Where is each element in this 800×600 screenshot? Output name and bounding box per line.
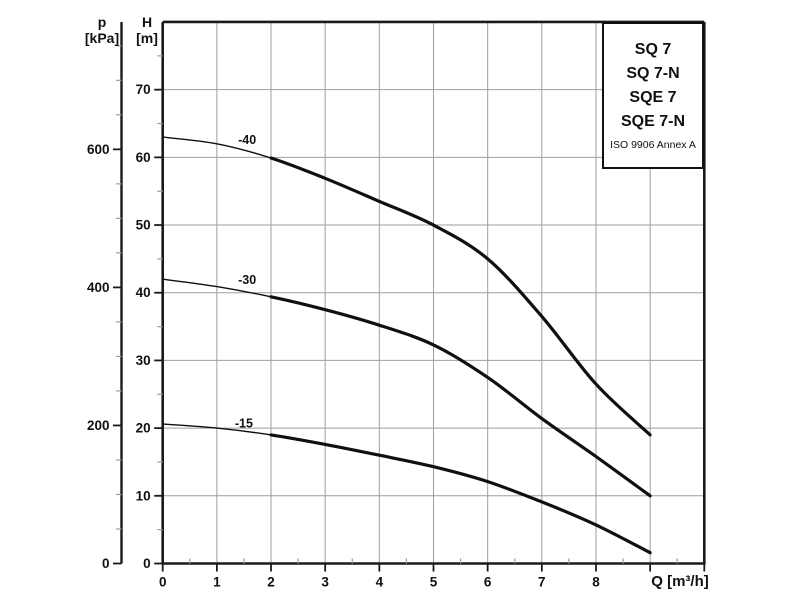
x-tick-label: 5 bbox=[430, 575, 438, 590]
curve-30-thin bbox=[162, 278, 272, 298]
p-axis-symbol: p bbox=[97, 14, 107, 30]
curve-label-15: -15 bbox=[235, 416, 253, 430]
curve-15-thin bbox=[162, 423, 272, 436]
h-tick-label: 0 bbox=[143, 556, 151, 571]
curve-40-bold bbox=[269, 156, 652, 437]
tick-labels: 0 1 2 3 4 5 6 7 8 0 10 20 30 40 50 60 70 0 200 400 600 bbox=[87, 82, 600, 589]
x-tick-label: 0 bbox=[159, 575, 167, 590]
h-axis-unit: [m] bbox=[136, 30, 158, 46]
curve-15-bold bbox=[269, 433, 652, 555]
ticks bbox=[113, 45, 706, 572]
h-tick-label: 50 bbox=[136, 218, 151, 233]
legend-model-sq7: SQ 7 bbox=[634, 40, 672, 58]
h-tick-label: 20 bbox=[136, 421, 151, 436]
legend-model-sqe7n: SQE 7-N bbox=[620, 112, 685, 130]
p-axis-title: p [kPa] bbox=[76, 14, 128, 46]
h-tick-label: 30 bbox=[136, 353, 151, 368]
curve-40-thin bbox=[162, 136, 272, 159]
x-tick-label: 1 bbox=[213, 575, 221, 590]
curve-label-40: -40 bbox=[238, 133, 256, 147]
x-tick-label: 3 bbox=[321, 575, 329, 590]
legend-box: SQ 7 SQ 7-N SQE 7 SQE 7-N ISO 9906 Annex… bbox=[602, 22, 704, 169]
h-axis-symbol: H bbox=[141, 14, 153, 30]
legend-model-sq7n: SQ 7-N bbox=[626, 64, 680, 82]
h-tick-label: 60 bbox=[136, 150, 151, 165]
h-tick-label: 40 bbox=[136, 285, 151, 300]
p-axis-unit: [kPa] bbox=[84, 30, 120, 46]
h-tick-label: 70 bbox=[136, 82, 151, 97]
x-tick-label: 4 bbox=[376, 575, 384, 590]
p-tick-label: 0 bbox=[102, 556, 110, 571]
curves bbox=[162, 136, 652, 555]
curve-labels: -40 -30 -15 bbox=[235, 133, 256, 431]
curve-label-30: -30 bbox=[238, 273, 256, 287]
x-tick-label: 7 bbox=[538, 575, 546, 590]
p-tick-label: 200 bbox=[87, 418, 110, 433]
x-tick-label: 6 bbox=[484, 575, 492, 590]
x-tick-label: 8 bbox=[592, 575, 600, 590]
curve-30-bold bbox=[269, 295, 652, 498]
q-axis-title: Q [m³/h] bbox=[651, 573, 709, 590]
p-tick-label: 400 bbox=[87, 280, 110, 295]
p-tick-label: 600 bbox=[87, 142, 110, 157]
legend-model-sqe7: SQE 7 bbox=[629, 88, 677, 106]
x-tick-label: 2 bbox=[267, 575, 275, 590]
h-axis-title: H [m] bbox=[126, 14, 168, 46]
legend-standard-note: ISO 9906 Annex A bbox=[610, 138, 696, 151]
h-tick-label: 10 bbox=[136, 488, 151, 503]
